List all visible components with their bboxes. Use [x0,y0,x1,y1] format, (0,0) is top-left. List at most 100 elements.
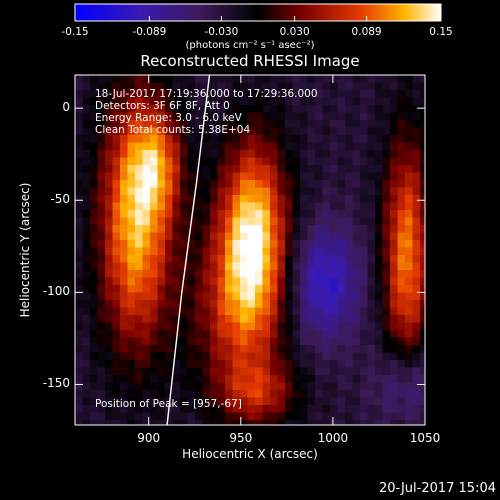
heatmap-cell [240,217,248,226]
heatmap-cell [112,112,121,121]
heatmap-cell [112,330,121,338]
heatmap-cell [262,225,271,233]
heatmap-cell [135,277,143,286]
heatmap-cell [90,90,98,98]
heatmap-cell [307,105,316,113]
heatmap-cell [322,277,331,286]
heatmap-cell [172,412,181,421]
heatmap-cell [247,240,256,248]
heatmap-cell [112,375,121,383]
heatmap-cell [225,105,233,113]
heatmap-cell [202,232,211,241]
heatmap-cell [247,97,256,106]
heatmap-cell [90,330,98,338]
heatmap-cell [255,262,263,271]
heatmap-cell [337,292,346,301]
heatmap-cell [367,352,376,361]
heatmap-cell [345,90,353,98]
heatmap-cell [337,307,346,316]
heatmap-cell [420,135,425,143]
heatmap-cell [270,262,278,271]
heatmap-cell [202,397,211,406]
heatmap-cell [345,367,353,376]
heatmap-cell [247,165,256,173]
heatmap-cell [360,187,368,196]
heatmap-cell [292,120,301,128]
heatmap-cell [345,412,353,421]
heatmap-cell [150,330,158,338]
heatmap-cell [150,157,158,166]
heatmap-cell [135,120,143,128]
heatmap-cell [352,285,361,293]
heatmap-cell [315,285,323,293]
heatmap-cell [420,82,425,91]
heatmap-cell [337,142,346,151]
heatmap-cell [105,375,113,383]
heatmap-cell [420,352,425,361]
heatmap-cell [127,270,136,278]
heatmap-cell [75,127,83,136]
heatmap-cell [412,135,421,143]
heatmap-cell [82,247,91,256]
plot-frame [74,74,426,426]
heatmap-cell [277,285,286,293]
heatmap-cell [75,240,83,248]
heatmap-cell [127,180,136,188]
heatmap-cell [180,405,188,413]
heatmap-cell [352,352,361,361]
y-axis-label: Heliocentric Y (arcsec) [18,182,32,318]
heatmap-cell [142,97,151,106]
heatmap-cell [397,120,406,128]
heatmap-cell [412,352,421,361]
heatmap-cell [217,157,226,166]
heatmap-cell [255,397,263,406]
heatmap-cell [150,397,158,406]
heatmap-cell [112,240,121,248]
heatmap-cell [75,180,83,188]
heatmap-cell [97,172,106,181]
heatmap-cell [345,307,353,316]
heatmap-cell [352,112,361,121]
heatmap-cell [90,292,98,301]
heatmap-cell [240,210,248,218]
heatmap-cell [270,247,278,256]
heatmap-cell [367,127,376,136]
heatmap-cell [262,285,271,293]
chart-title: Reconstructed RHESSI Image [140,52,360,70]
heatmap-cell [382,337,391,346]
heatmap-cell [232,285,241,293]
heatmap-cell [420,262,425,271]
heatmap-cell [187,367,196,376]
heatmap-cell [157,112,166,121]
heatmap-cell [247,210,256,218]
heatmap-cell [420,240,425,248]
heatmap-cell [135,75,143,83]
heatmap-cell [405,345,413,353]
heatmap-cell [180,120,188,128]
heatmap-cell [255,112,263,121]
heatmap-cell [352,367,361,376]
heatmap-cell [307,285,316,293]
heatmap-cell [337,232,346,241]
heatmap-cell [270,112,278,121]
heatmap-cell [315,75,323,83]
heatmap-cell [97,262,106,271]
heatmap-cell [210,255,218,263]
heatmap-cell [187,382,196,391]
heatmap-cell [180,390,188,398]
heatmap-cell [405,112,413,121]
heatmap-cell [337,135,346,143]
heatmap-cell [120,165,128,173]
heatmap-cell [195,172,203,181]
heatmap-cell [195,367,203,376]
heatmap-cell [232,420,241,425]
heatmap-cell [135,232,143,241]
heatmap-cell [352,315,361,323]
heatmap-cell [285,337,293,346]
heatmap-cell [165,210,173,218]
heatmap-cell [180,262,188,271]
heatmap-cell [360,217,368,226]
heatmap-cell [75,172,83,181]
heatmap-cell [180,225,188,233]
heatmap-cell [397,405,406,413]
